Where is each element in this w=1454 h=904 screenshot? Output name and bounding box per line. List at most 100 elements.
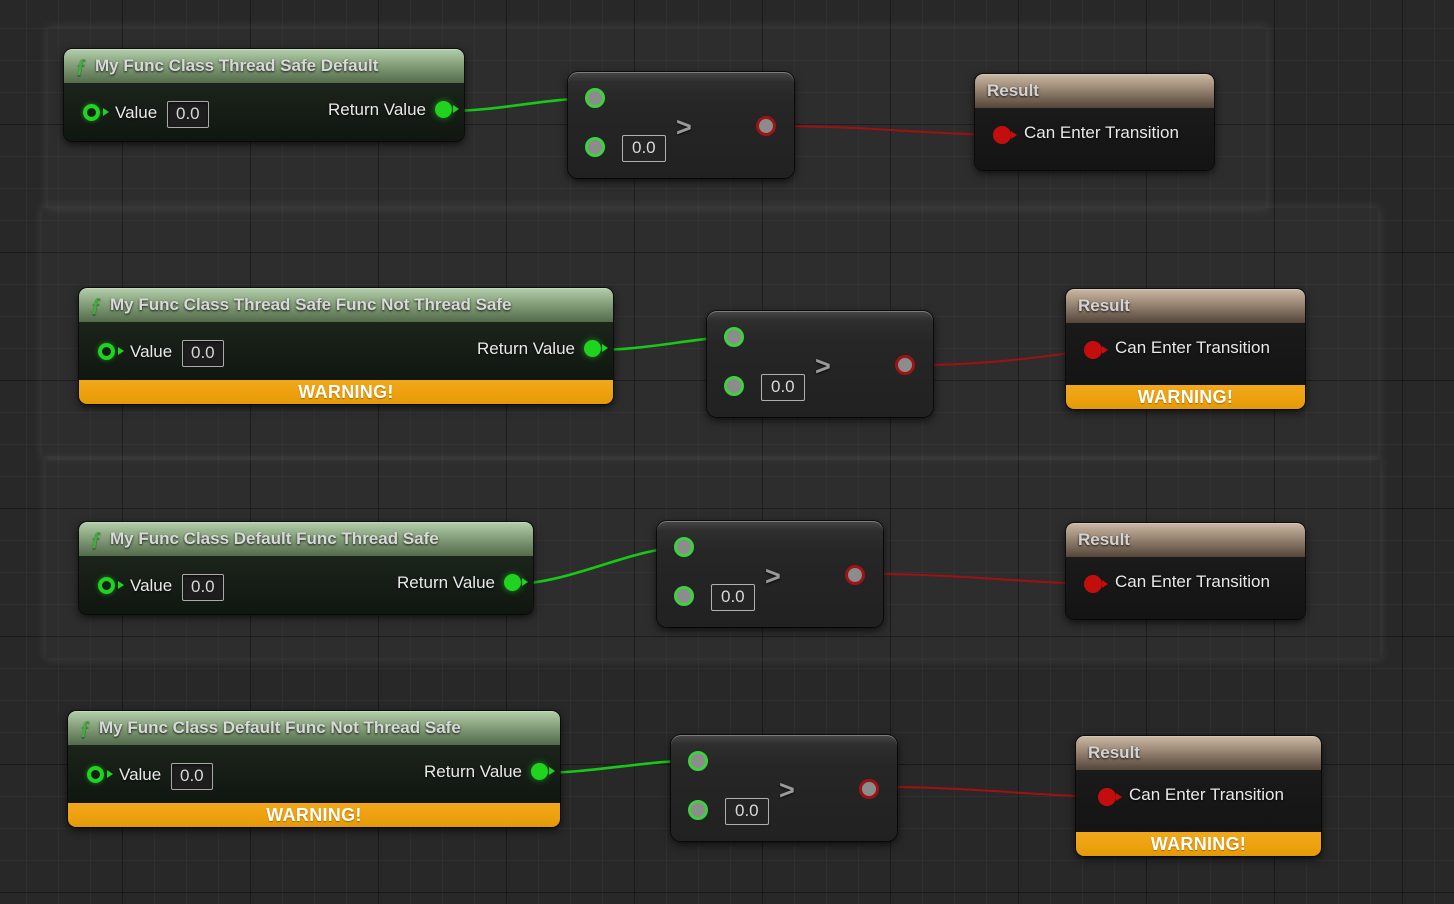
function-node[interactable]: ƒ My Func Class Default Func Not Thread … bbox=[68, 711, 560, 827]
result-pin-arrow-icon bbox=[1102, 580, 1108, 588]
result-node-body: Can Enter Transition bbox=[1076, 770, 1321, 832]
result-pin-arrow-icon bbox=[1011, 131, 1017, 139]
wire-compare-to-result bbox=[880, 786, 1108, 798]
wire-compare-to-result bbox=[866, 573, 1093, 585]
result-node-title-bar: Result bbox=[1066, 289, 1305, 323]
result-input-pin[interactable] bbox=[993, 126, 1011, 144]
result-node[interactable]: Result Can Enter Transition WARNING! bbox=[1076, 736, 1321, 856]
function-node-title-bar: ƒ My Func Class Thread Safe Func Not Thr… bbox=[79, 288, 613, 322]
function-node[interactable]: ƒ My Func Class Thread Safe Func Not Thr… bbox=[79, 288, 613, 404]
output-pin-label: Return Value bbox=[397, 573, 495, 592]
compare-input-a[interactable] bbox=[688, 751, 708, 771]
input-pin-value-field[interactable]: 0.0 bbox=[182, 340, 224, 367]
result-node[interactable]: Result Can Enter Transition bbox=[975, 74, 1214, 170]
output-pin-arrow-icon bbox=[522, 578, 528, 586]
function-node-body: Value 0.0 Return Value bbox=[79, 322, 613, 380]
output-pin-arrow-icon bbox=[602, 344, 608, 352]
result-node-title-bar: Result bbox=[975, 74, 1214, 108]
function-node-title: My Func Class Thread Safe Func Not Threa… bbox=[110, 295, 512, 314]
compare-output[interactable] bbox=[756, 116, 776, 136]
compare-input-b[interactable] bbox=[674, 586, 694, 606]
function-node-body: Value 0.0 Return Value bbox=[79, 556, 533, 614]
compare-output[interactable] bbox=[859, 779, 879, 799]
compare-node[interactable]: 0.0 > bbox=[707, 311, 933, 417]
output-pin-arrow-icon bbox=[453, 105, 459, 113]
result-node-body: Can Enter Transition bbox=[975, 108, 1214, 170]
result-node-title-bar: Result bbox=[1066, 523, 1305, 557]
input-pin-arrow-icon bbox=[103, 108, 109, 116]
input-pin-value[interactable] bbox=[87, 766, 104, 783]
input-pin-label: Value bbox=[119, 765, 162, 784]
wire-compare-to-result bbox=[777, 125, 1001, 136]
result-input-pin[interactable] bbox=[1098, 788, 1116, 806]
function-node-title: My Func Class Default Func Thread Safe bbox=[110, 529, 439, 548]
compare-operand-b-field[interactable]: 0.0 bbox=[622, 135, 666, 162]
input-pin-arrow-icon bbox=[107, 770, 113, 778]
output-pin-arrow-icon bbox=[549, 767, 555, 775]
function-node-title: My Func Class Thread Safe Default bbox=[95, 56, 379, 75]
function-node-warning-bar: WARNING! bbox=[79, 380, 613, 404]
input-pin-label: Value bbox=[115, 103, 158, 122]
function-node-title-bar: ƒ My Func Class Default Func Thread Safe bbox=[79, 522, 533, 556]
compare-input-b[interactable] bbox=[724, 376, 744, 396]
result-node-title: Result bbox=[987, 81, 1039, 100]
input-pin-label: Value bbox=[130, 576, 173, 595]
function-f-icon: ƒ bbox=[80, 717, 90, 739]
function-f-icon: ƒ bbox=[91, 294, 101, 316]
result-pin-label: Can Enter Transition bbox=[1115, 572, 1270, 591]
function-node-body: Value 0.0 Return Value bbox=[68, 745, 560, 803]
function-node-title-bar: ƒ My Func Class Thread Safe Default bbox=[64, 49, 464, 83]
compare-operand-b-field[interactable]: 0.0 bbox=[761, 374, 805, 401]
compare-operand-b-field[interactable]: 0.0 bbox=[725, 798, 769, 825]
compare-output[interactable] bbox=[845, 565, 865, 585]
function-node-title-bar: ƒ My Func Class Default Func Not Thread … bbox=[68, 711, 560, 745]
function-f-icon: ƒ bbox=[91, 528, 101, 550]
compare-output[interactable] bbox=[895, 355, 915, 375]
result-pin-arrow-icon bbox=[1102, 346, 1108, 354]
result-node[interactable]: Result Can Enter Transition bbox=[1066, 523, 1305, 619]
compare-input-a[interactable] bbox=[724, 327, 744, 347]
result-node-warning-bar: WARNING! bbox=[1076, 832, 1321, 856]
result-input-pin[interactable] bbox=[1084, 341, 1102, 359]
output-pin-return-value[interactable] bbox=[531, 763, 548, 780]
function-node[interactable]: ƒ My Func Class Thread Safe Default Valu… bbox=[64, 49, 464, 141]
input-pin-value-field[interactable]: 0.0 bbox=[171, 763, 213, 790]
output-pin-return-value[interactable] bbox=[504, 574, 521, 591]
compare-input-a[interactable] bbox=[585, 88, 605, 108]
result-node-title-bar: Result bbox=[1076, 736, 1321, 770]
output-pin-return-value[interactable] bbox=[584, 340, 601, 357]
function-node-warning-bar: WARNING! bbox=[68, 803, 560, 827]
result-input-pin[interactable] bbox=[1084, 575, 1102, 593]
output-pin-return-value[interactable] bbox=[435, 101, 452, 118]
output-pin-label: Return Value bbox=[477, 339, 575, 358]
compare-input-b[interactable] bbox=[688, 800, 708, 820]
result-node-body: Can Enter Transition bbox=[1066, 557, 1305, 619]
input-pin-value-field[interactable]: 0.0 bbox=[182, 574, 224, 601]
input-pin-value-field[interactable]: 0.0 bbox=[167, 101, 209, 128]
input-pin-label: Value bbox=[130, 342, 173, 361]
result-node-title: Result bbox=[1088, 743, 1140, 762]
compare-node[interactable]: 0.0 > bbox=[657, 521, 883, 627]
result-pin-label: Can Enter Transition bbox=[1115, 338, 1270, 357]
output-pin-label: Return Value bbox=[328, 100, 426, 119]
function-f-icon: ƒ bbox=[76, 55, 86, 77]
result-pin-label: Can Enter Transition bbox=[1129, 785, 1284, 804]
compare-input-a[interactable] bbox=[674, 537, 694, 557]
input-pin-value[interactable] bbox=[98, 343, 115, 360]
compare-operator-label: > bbox=[815, 351, 831, 381]
function-node-body: Value 0.0 Return Value bbox=[64, 83, 464, 141]
input-pin-value[interactable] bbox=[98, 577, 115, 594]
result-node-title: Result bbox=[1078, 530, 1130, 549]
input-pin-arrow-icon bbox=[118, 581, 124, 589]
compare-operand-b-field[interactable]: 0.0 bbox=[711, 584, 755, 611]
output-pin-label: Return Value bbox=[424, 762, 522, 781]
result-node[interactable]: Result Can Enter Transition WARNING! bbox=[1066, 289, 1305, 409]
compare-input-b[interactable] bbox=[585, 137, 605, 157]
input-pin-value[interactable] bbox=[83, 104, 100, 121]
result-pin-label: Can Enter Transition bbox=[1024, 123, 1179, 142]
compare-node[interactable]: 0.0 > bbox=[671, 735, 897, 841]
compare-node[interactable]: 0.0 > bbox=[568, 72, 794, 178]
compare-operator-label: > bbox=[676, 112, 692, 142]
function-node[interactable]: ƒ My Func Class Default Func Thread Safe… bbox=[79, 522, 533, 614]
